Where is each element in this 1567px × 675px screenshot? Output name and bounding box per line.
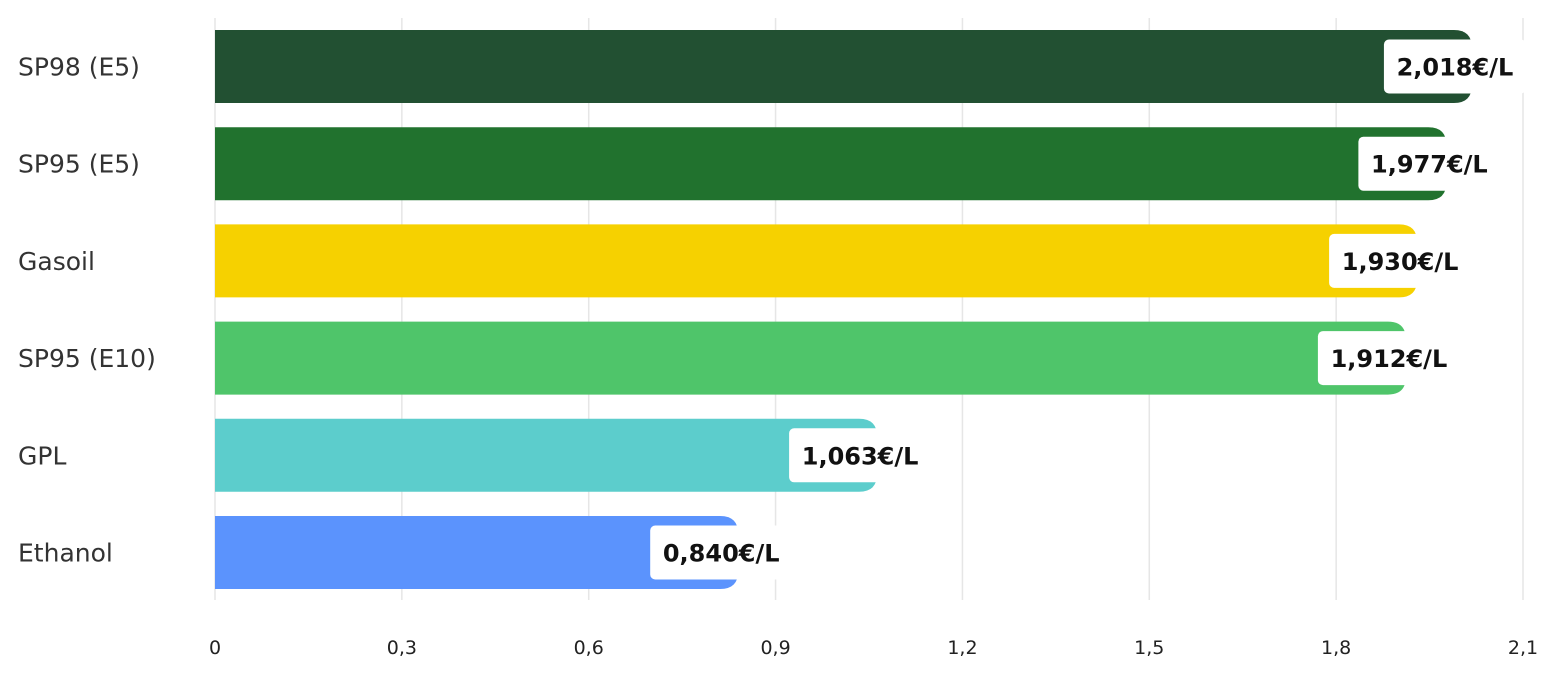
x-tick-label: 0	[209, 637, 221, 659]
value-label: 2,018€/L	[1397, 54, 1514, 82]
category-label: GPL	[18, 441, 66, 470]
value-labels: 2,018€/L 1,977€/L 1,930€/L 1,912€/L 1,063€/L…	[650, 39, 1526, 580]
x-tick-label: 1,8	[1321, 637, 1351, 659]
x-tick-label: 1,5	[1134, 637, 1164, 659]
value-label: 1,930€/L	[1342, 248, 1459, 276]
x-axis-tick-labels: 0 0,3 0,6 0,9 1,2 1,5 1,8 2,1	[209, 637, 1538, 659]
value-label: 0,840€/L	[663, 540, 780, 568]
category-label: SP95 (E10)	[18, 344, 156, 373]
value-label-box	[789, 428, 932, 483]
category-label: SP98 (E5)	[18, 53, 140, 82]
x-tick-label: 0,9	[760, 637, 790, 659]
bar	[215, 418, 878, 492]
bar	[215, 127, 1447, 201]
x-tick-label: 2,1	[1508, 637, 1538, 659]
x-tick-label: 1,2	[947, 637, 977, 659]
value-label-box	[650, 525, 793, 580]
value-label: 1,063€/L	[802, 442, 919, 470]
category-labels: SP98 (E5) SP95 (E5) Gasoil SP95 (E10) GPL Eth…	[18, 53, 156, 568]
bar	[215, 224, 1418, 298]
x-tick-label: 0,6	[574, 637, 604, 659]
bar	[215, 321, 1406, 395]
grid-lines	[214, 18, 1524, 600]
bars	[215, 30, 1472, 589]
value-label: 1,912€/L	[1331, 345, 1448, 373]
value-label-box	[1329, 233, 1472, 288]
x-tick-label: 0,3	[387, 637, 417, 659]
value-label-box	[1383, 39, 1526, 94]
value-label-box	[1358, 136, 1501, 191]
category-label: SP95 (E5)	[18, 150, 140, 179]
value-label: 1,977€/L	[1371, 151, 1488, 179]
category-label: Gasoil	[18, 247, 95, 276]
category-label: Ethanol	[18, 539, 113, 568]
bar	[215, 30, 1472, 103]
value-label-box	[1317, 331, 1460, 386]
bar	[215, 516, 739, 589]
